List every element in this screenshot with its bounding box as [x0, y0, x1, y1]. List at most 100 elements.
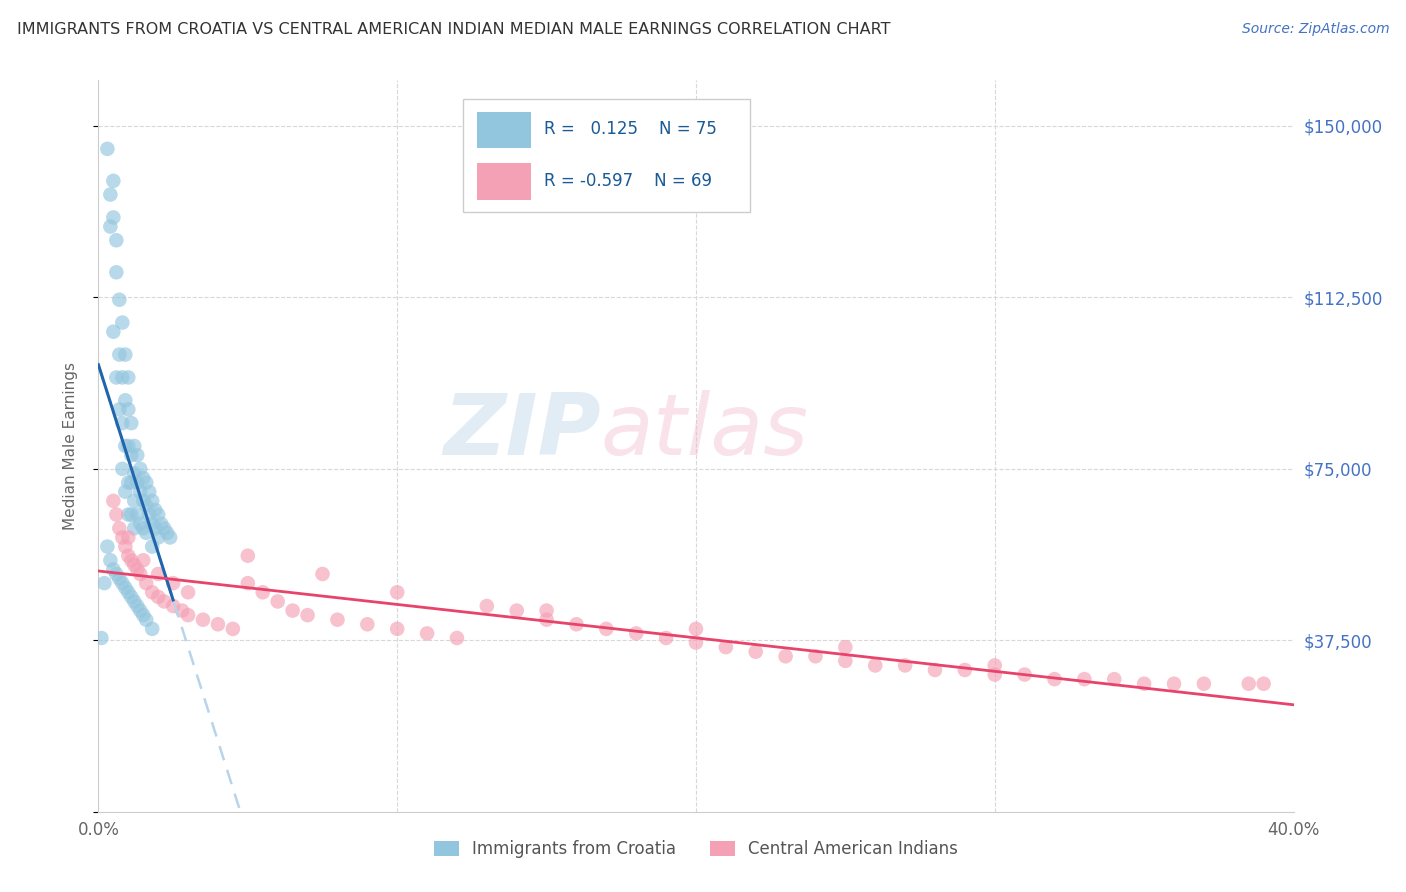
Point [1014, 667, 1036, 681]
Point [159, 530, 181, 544]
Point [108, 402, 131, 417]
Point [117, 475, 139, 490]
Point [124, 493, 146, 508]
Point [124, 439, 146, 453]
Point [124, 558, 146, 572]
Point [132, 553, 155, 567]
Point [172, 603, 194, 617]
Point [236, 549, 259, 563]
Point [114, 540, 136, 554]
Legend: Immigrants from Croatia, Central American Indians: Immigrants from Croatia, Central America… [434, 840, 957, 858]
Point [114, 484, 136, 499]
Point [141, 540, 163, 554]
Text: R =   0.125    N = 75: R = 0.125 N = 75 [544, 120, 717, 138]
Point [124, 467, 146, 481]
Point [141, 622, 163, 636]
Point [138, 484, 160, 499]
Point [98, 553, 122, 567]
Point [148, 590, 170, 604]
Point [1073, 672, 1095, 686]
Point [120, 590, 142, 604]
Point [135, 576, 157, 591]
Y-axis label: Median Male Earnings: Median Male Earnings [63, 362, 77, 530]
Point [162, 599, 184, 613]
Point [1253, 676, 1275, 690]
Point [1163, 676, 1185, 690]
Point [129, 484, 152, 499]
Point [565, 617, 588, 632]
Point [356, 617, 378, 632]
Point [141, 493, 163, 508]
Point [105, 567, 128, 582]
Point [177, 585, 200, 599]
Point [103, 325, 125, 339]
Point [129, 603, 152, 617]
Point [124, 521, 146, 535]
Point [1237, 676, 1260, 690]
Point [222, 622, 245, 636]
Point [138, 508, 160, 522]
Point [114, 439, 136, 453]
Point [685, 635, 707, 649]
Point [132, 493, 155, 508]
Text: R = -0.597    N = 69: R = -0.597 N = 69 [544, 172, 713, 190]
Point [143, 503, 166, 517]
Point [141, 585, 163, 599]
Point [114, 347, 136, 362]
Point [714, 640, 737, 655]
Text: Source: ZipAtlas.com: Source: ZipAtlas.com [1241, 22, 1389, 37]
Point [150, 516, 173, 531]
Point [105, 265, 128, 279]
Point [103, 562, 125, 576]
Point [141, 516, 163, 531]
FancyBboxPatch shape [463, 99, 749, 212]
Point [894, 658, 917, 673]
Point [96, 540, 118, 554]
Point [506, 603, 529, 617]
Point [446, 631, 468, 645]
Point [267, 594, 290, 608]
Point [135, 499, 157, 513]
Point [120, 553, 142, 567]
Point [103, 174, 125, 188]
Point [117, 402, 139, 417]
Point [111, 530, 134, 544]
Text: atlas: atlas [600, 390, 808, 473]
Point [127, 448, 149, 462]
Point [834, 654, 856, 668]
Point [111, 416, 134, 430]
Point [111, 462, 134, 476]
Point [385, 585, 409, 599]
Text: IMMIGRANTS FROM CROATIA VS CENTRAL AMERICAN INDIAN MEDIAN MALE EARNINGS CORRELAT: IMMIGRANTS FROM CROATIA VS CENTRAL AMERI… [17, 22, 890, 37]
Point [127, 475, 149, 490]
Point [111, 316, 134, 330]
Point [1104, 672, 1126, 686]
Point [252, 585, 274, 599]
Point [117, 439, 139, 453]
Point [120, 475, 142, 490]
Point [191, 613, 214, 627]
Point [135, 525, 157, 540]
Bar [477, 112, 531, 148]
Point [111, 576, 134, 591]
Point [117, 370, 139, 384]
Point [135, 613, 157, 627]
Point [281, 603, 304, 617]
Point [124, 594, 146, 608]
Point [129, 462, 152, 476]
Point [105, 508, 128, 522]
Point [207, 617, 229, 632]
Point [105, 233, 128, 247]
Point [804, 649, 827, 664]
Point [108, 572, 131, 586]
Point [120, 508, 142, 522]
Point [117, 508, 139, 522]
Point [834, 640, 856, 655]
Point [114, 393, 136, 408]
Point [416, 626, 439, 640]
Point [536, 613, 558, 627]
Point [98, 219, 122, 234]
Point [153, 521, 176, 535]
Point [129, 567, 152, 582]
Point [127, 599, 149, 613]
